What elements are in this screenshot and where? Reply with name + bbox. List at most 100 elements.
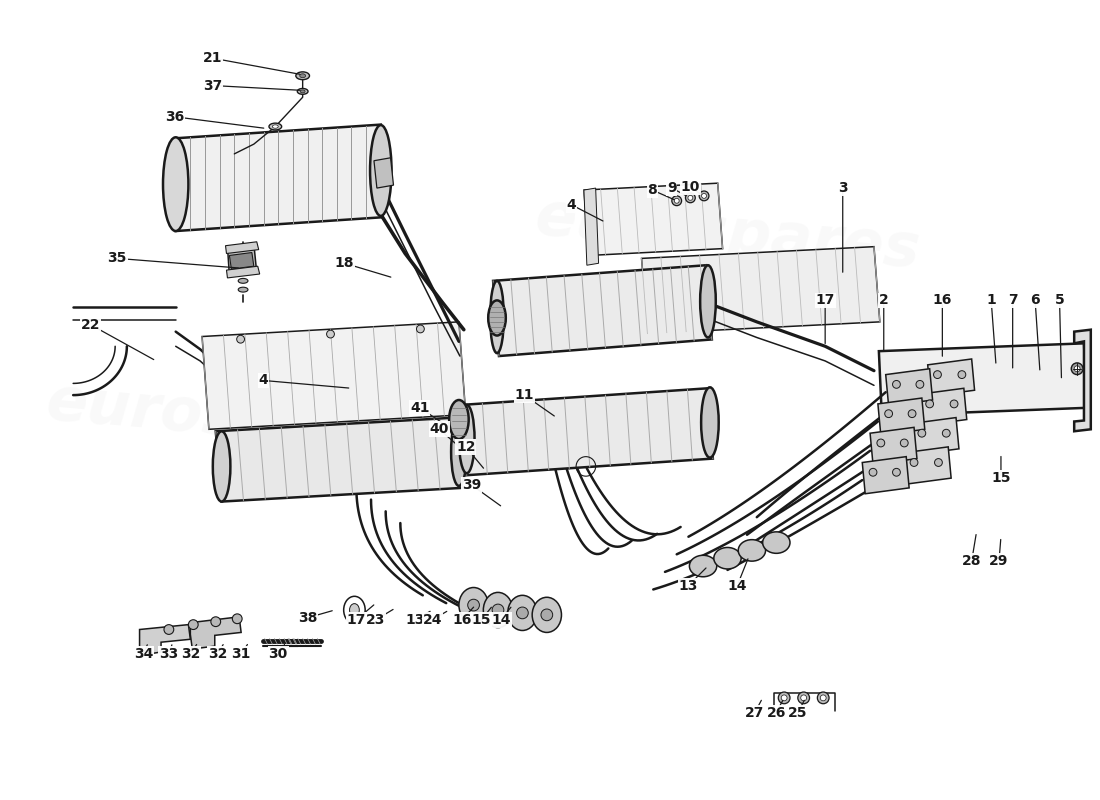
Circle shape xyxy=(910,458,917,466)
Text: 10: 10 xyxy=(681,180,700,194)
Text: 17: 17 xyxy=(346,613,366,626)
Text: 4: 4 xyxy=(566,198,576,212)
Circle shape xyxy=(926,400,934,408)
Text: 11: 11 xyxy=(515,388,535,402)
Circle shape xyxy=(909,410,916,418)
Circle shape xyxy=(236,335,244,343)
Text: 8: 8 xyxy=(648,183,657,197)
Circle shape xyxy=(674,198,679,203)
Text: 1: 1 xyxy=(987,294,997,307)
Text: 24: 24 xyxy=(422,613,442,626)
Polygon shape xyxy=(886,369,933,406)
Polygon shape xyxy=(862,457,909,494)
Text: 3: 3 xyxy=(838,181,847,195)
Polygon shape xyxy=(228,244,256,276)
Polygon shape xyxy=(374,158,394,188)
Text: 5: 5 xyxy=(1055,294,1065,307)
Circle shape xyxy=(869,468,877,476)
Text: 12: 12 xyxy=(456,440,475,454)
Polygon shape xyxy=(493,266,712,356)
Circle shape xyxy=(935,458,943,466)
Circle shape xyxy=(877,439,884,447)
Circle shape xyxy=(164,625,174,634)
Polygon shape xyxy=(216,418,462,502)
Circle shape xyxy=(232,614,242,624)
Ellipse shape xyxy=(532,598,561,633)
Text: 32: 32 xyxy=(180,647,200,661)
Circle shape xyxy=(188,620,198,630)
Polygon shape xyxy=(870,427,917,465)
Polygon shape xyxy=(879,343,1087,416)
Ellipse shape xyxy=(762,532,790,554)
Text: 27: 27 xyxy=(745,706,764,719)
Polygon shape xyxy=(140,625,190,654)
Text: 16: 16 xyxy=(933,294,952,307)
Circle shape xyxy=(468,599,480,611)
Text: 29: 29 xyxy=(989,554,1009,568)
Text: 14: 14 xyxy=(492,613,510,626)
Text: 17: 17 xyxy=(815,294,835,307)
Ellipse shape xyxy=(239,287,248,292)
Circle shape xyxy=(917,430,926,437)
Ellipse shape xyxy=(239,278,248,283)
Polygon shape xyxy=(920,388,967,426)
Text: 13: 13 xyxy=(679,578,699,593)
Text: eurospares: eurospares xyxy=(44,374,435,466)
Circle shape xyxy=(958,370,966,378)
Text: 15: 15 xyxy=(472,613,491,626)
Circle shape xyxy=(417,325,425,333)
Circle shape xyxy=(943,430,950,437)
Text: 9: 9 xyxy=(667,181,676,195)
Ellipse shape xyxy=(483,592,513,627)
Ellipse shape xyxy=(300,90,305,93)
Ellipse shape xyxy=(459,405,474,474)
Polygon shape xyxy=(190,617,241,649)
Polygon shape xyxy=(904,447,952,484)
Ellipse shape xyxy=(701,387,718,458)
Circle shape xyxy=(541,609,552,621)
Circle shape xyxy=(492,604,504,616)
Circle shape xyxy=(817,692,829,704)
Circle shape xyxy=(798,692,810,704)
Circle shape xyxy=(781,695,788,701)
Polygon shape xyxy=(462,388,713,475)
Ellipse shape xyxy=(690,555,717,577)
Circle shape xyxy=(821,695,826,701)
Circle shape xyxy=(702,194,706,198)
Ellipse shape xyxy=(212,431,230,502)
Text: 38: 38 xyxy=(298,610,317,625)
Circle shape xyxy=(1071,363,1083,374)
Ellipse shape xyxy=(700,266,716,338)
Polygon shape xyxy=(878,398,925,435)
Polygon shape xyxy=(226,242,258,254)
Text: 30: 30 xyxy=(268,647,288,661)
Text: 13: 13 xyxy=(405,613,425,626)
Text: 6: 6 xyxy=(1031,294,1040,307)
Polygon shape xyxy=(584,183,723,255)
Circle shape xyxy=(688,195,693,200)
Text: 7: 7 xyxy=(1008,294,1018,307)
Circle shape xyxy=(916,381,924,388)
Ellipse shape xyxy=(297,89,308,94)
Text: 26: 26 xyxy=(767,706,786,719)
Circle shape xyxy=(211,617,221,626)
Ellipse shape xyxy=(491,281,504,353)
Text: 36: 36 xyxy=(165,110,185,124)
Ellipse shape xyxy=(370,125,392,216)
Polygon shape xyxy=(584,188,598,266)
Circle shape xyxy=(884,410,892,418)
Text: 37: 37 xyxy=(204,78,222,93)
Text: 32: 32 xyxy=(208,647,228,661)
Circle shape xyxy=(517,607,528,618)
Circle shape xyxy=(950,400,958,408)
Text: 35: 35 xyxy=(108,251,126,266)
Ellipse shape xyxy=(738,540,766,561)
Text: 22: 22 xyxy=(81,318,100,332)
Circle shape xyxy=(327,330,334,338)
Polygon shape xyxy=(641,246,880,334)
Ellipse shape xyxy=(508,595,537,630)
Circle shape xyxy=(700,191,708,201)
Text: 28: 28 xyxy=(961,554,981,568)
Text: 15: 15 xyxy=(991,471,1011,485)
Polygon shape xyxy=(927,359,975,396)
